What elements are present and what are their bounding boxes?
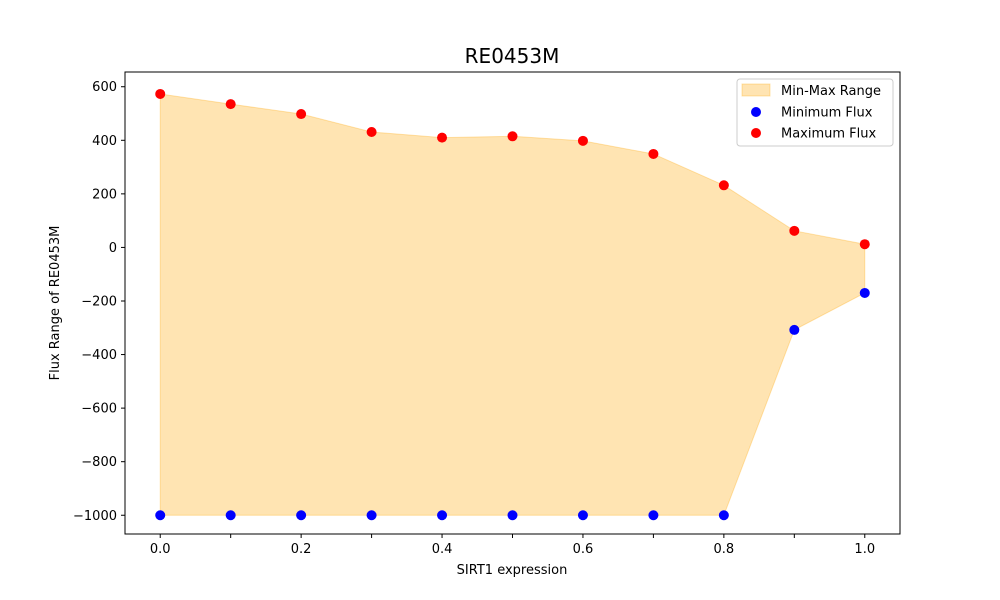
- maximum-flux-point: [577, 135, 588, 146]
- x-tick-label: 1.0: [854, 542, 875, 557]
- chart-title: RE0453M: [465, 44, 560, 68]
- x-tick-label: 0.2: [291, 542, 312, 557]
- x-tick-label: 0.8: [714, 542, 735, 557]
- y-tick-label: −400: [81, 348, 117, 363]
- maximum-flux-point: [366, 126, 377, 137]
- y-axis: −1000 −800 −600 −400 −200 0 200 400 600: [73, 80, 125, 524]
- legend-label-maximum: Maximum Flux: [781, 127, 877, 142]
- legend-box: [736, 78, 894, 147]
- legend-marker-minimum: [751, 107, 761, 117]
- x-tick-label: 0.0: [150, 542, 171, 557]
- minimum-flux-point: [437, 510, 448, 521]
- y-tick-label: 200: [92, 187, 117, 202]
- minimum-flux-point: [648, 510, 659, 521]
- x-axis: 0.0 0.2 0.4 0.6 0.8 1.0: [150, 534, 875, 557]
- minimum-flux-point: [718, 510, 729, 521]
- legend-marker-maximum: [751, 128, 761, 138]
- minimum-flux-point: [859, 287, 870, 298]
- maximum-flux-point: [225, 99, 236, 110]
- y-tick-label: −200: [81, 294, 117, 309]
- maximum-flux-point: [789, 225, 800, 236]
- minimum-flux-point: [507, 510, 518, 521]
- legend-label-range: Min-Max Range: [781, 84, 881, 99]
- x-tick-label: 0.6: [573, 542, 594, 557]
- x-tick-label: 0.4: [432, 542, 453, 557]
- min-max-range-area: [159, 93, 866, 516]
- maximum-flux-point: [648, 148, 659, 159]
- maximum-flux-point: [859, 239, 870, 250]
- maximum-flux-series: [155, 88, 870, 250]
- maximum-flux-point: [507, 131, 518, 142]
- legend-swatch-range: [741, 83, 771, 97]
- maximum-flux-point: [155, 88, 166, 99]
- y-tick-label: 0: [109, 241, 117, 256]
- y-tick-label: 400: [92, 134, 117, 149]
- minimum-flux-point: [155, 510, 166, 521]
- minimum-flux-point: [577, 510, 588, 521]
- minimum-flux-point: [296, 510, 307, 521]
- x-axis-label: SIRT1 expression: [457, 563, 568, 578]
- minimum-flux-point: [225, 510, 236, 521]
- minimum-flux-series: [155, 287, 870, 521]
- legend: Min-Max Range Minimum Flux Maximum Flux: [736, 78, 894, 147]
- minimum-flux-point: [366, 510, 377, 521]
- plot-area: [155, 88, 870, 521]
- maximum-flux-point: [437, 132, 448, 143]
- legend-label-minimum: Minimum Flux: [781, 106, 873, 121]
- maximum-flux-point: [296, 109, 307, 120]
- y-tick-label: −800: [81, 455, 117, 470]
- y-tick-label: 600: [92, 80, 117, 95]
- y-tick-label: −600: [81, 402, 117, 417]
- y-tick-label: −1000: [73, 509, 117, 524]
- y-axis-label: Flux Range of RE0453M: [48, 226, 63, 381]
- minimum-flux-point: [789, 324, 800, 335]
- maximum-flux-point: [718, 180, 729, 191]
